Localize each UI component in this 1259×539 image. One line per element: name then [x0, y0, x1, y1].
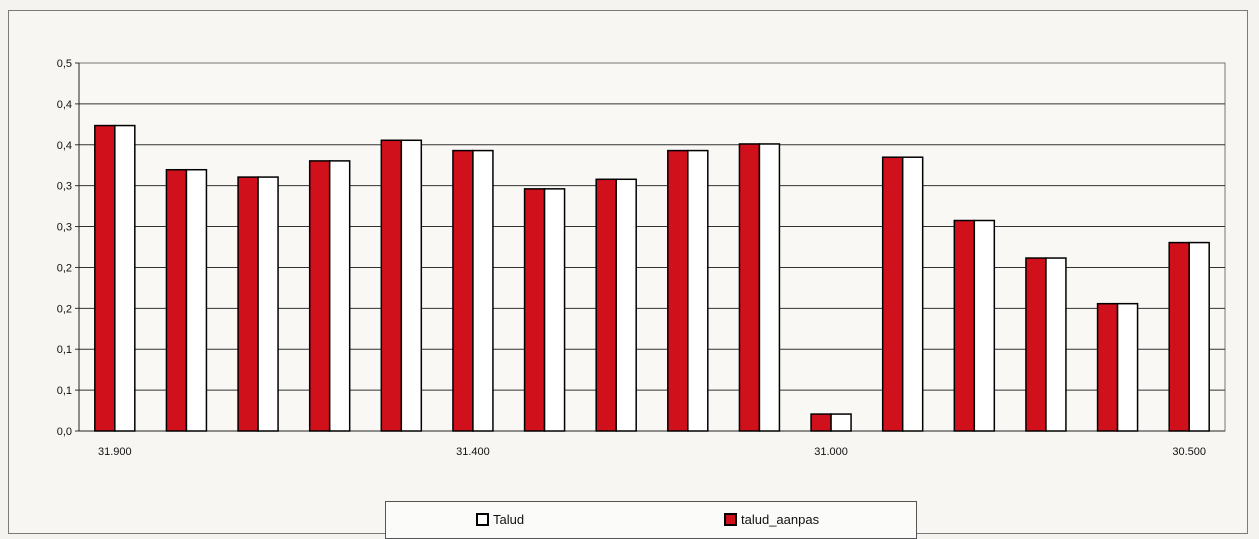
chart-frame: 0,0 0,1 0,1 0,2 0,2 0,3 0,3 0,4 0,4 0,5 31.900 31.4…	[8, 10, 1248, 539]
bar-talud-aanpas	[523, 188, 546, 432]
bar-talud	[901, 156, 924, 432]
bar-talud-aanpas	[953, 219, 976, 432]
bar-talud	[1188, 241, 1210, 432]
bar-chart: 0,0 0,1 0,1 0,2 0,2 0,3 0,3 0,4 0,4 0,5 31.900 31.4…	[57, 58, 1226, 458]
bar-talud-aanpas	[595, 178, 617, 432]
x-tick-label: 31.400	[456, 446, 490, 458]
bar-talud	[257, 176, 279, 432]
bar-talud	[543, 188, 566, 432]
x-tick-label: 30.500	[1172, 446, 1206, 458]
y-tick-label: 0,3	[57, 222, 72, 234]
y-tick-label: 0,2	[57, 303, 72, 315]
y-tick-label: 0,4	[57, 99, 72, 111]
bar-talud	[114, 124, 136, 432]
y-tick-label: 0,5	[57, 58, 72, 70]
bar-talud	[1045, 257, 1067, 432]
y-tick-label: 0,0	[57, 426, 72, 438]
bar-talud-aanpas	[810, 413, 832, 432]
bar-talud-aanpas	[165, 168, 188, 432]
legend: Talud talud_aanpas	[385, 501, 917, 539]
bar-talud	[687, 149, 709, 432]
bar-talud	[615, 178, 637, 432]
bar-talud	[973, 219, 996, 432]
y-tick-label: 0,1	[57, 385, 72, 397]
y-tick-label: 0,2	[57, 262, 72, 274]
y-tick-label: 0,4	[57, 140, 72, 152]
bar-talud	[830, 413, 852, 432]
bar-talud-aanpas	[738, 143, 761, 432]
bar-talud	[400, 139, 423, 432]
bar-talud-aanpas	[237, 176, 259, 432]
y-tick-label: 0,3	[57, 181, 72, 193]
bar-talud-aanpas	[380, 139, 403, 432]
bar-talud	[328, 160, 351, 432]
bar-talud-aanpas	[1168, 241, 1190, 432]
bar-talud	[185, 168, 208, 432]
x-tick-label: 31.000	[814, 446, 848, 458]
bar-talud-aanpas	[1025, 257, 1047, 432]
legend-swatch-talud-aanpas	[724, 513, 737, 526]
legend-entry-talud: Talud	[476, 512, 524, 527]
legend-label-talud-aanpas: talud_aanpas	[741, 512, 820, 527]
bar-talud	[472, 149, 494, 432]
bar-talud-aanpas	[881, 156, 904, 432]
bar-talud-aanpas	[94, 124, 116, 432]
y-tick-label: 0,1	[57, 344, 72, 356]
legend-swatch-talud	[476, 513, 489, 526]
legend-entry-talud-aanpas: talud_aanpas	[724, 512, 819, 527]
x-tick-label: 31.900	[98, 446, 132, 458]
legend-label-talud: Talud	[493, 512, 525, 527]
bar-talud-aanpas	[452, 149, 474, 432]
bar-talud	[758, 143, 781, 432]
bar-talud-aanpas	[308, 160, 331, 432]
bar-talud	[1116, 302, 1139, 432]
bar-talud-aanpas	[667, 149, 689, 432]
bar-talud-aanpas	[1096, 302, 1119, 432]
